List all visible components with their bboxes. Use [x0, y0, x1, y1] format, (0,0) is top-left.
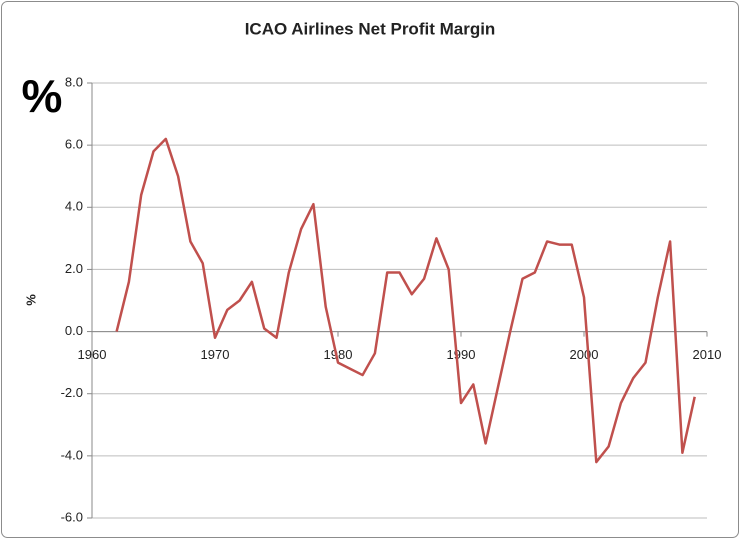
y-tick-label: 4.0 [65, 199, 83, 214]
y-axis-label: % [23, 294, 38, 306]
x-tick-label: 1980 [324, 347, 353, 362]
y-tick-label: 8.0 [65, 74, 83, 89]
x-tick-label: 1960 [78, 347, 107, 362]
x-tick-label: 1970 [201, 347, 230, 362]
annotation: % [22, 70, 63, 122]
data-line [115, 137, 696, 464]
x-tick-label: 2000 [570, 347, 599, 362]
x-tick-label: 2010 [693, 347, 722, 362]
y-tick-label: 2.0 [65, 261, 83, 276]
y-tick-label: -2.0 [61, 385, 83, 400]
y-tick-label: -4.0 [61, 447, 83, 462]
y-tick-label: 0.0 [65, 323, 83, 338]
x-tick-label: 1990 [447, 347, 476, 362]
y-tick-label: 6.0 [65, 137, 83, 152]
chart-title: ICAO Airlines Net Profit Margin [245, 19, 496, 38]
y-tick-label: -6.0 [61, 509, 83, 524]
